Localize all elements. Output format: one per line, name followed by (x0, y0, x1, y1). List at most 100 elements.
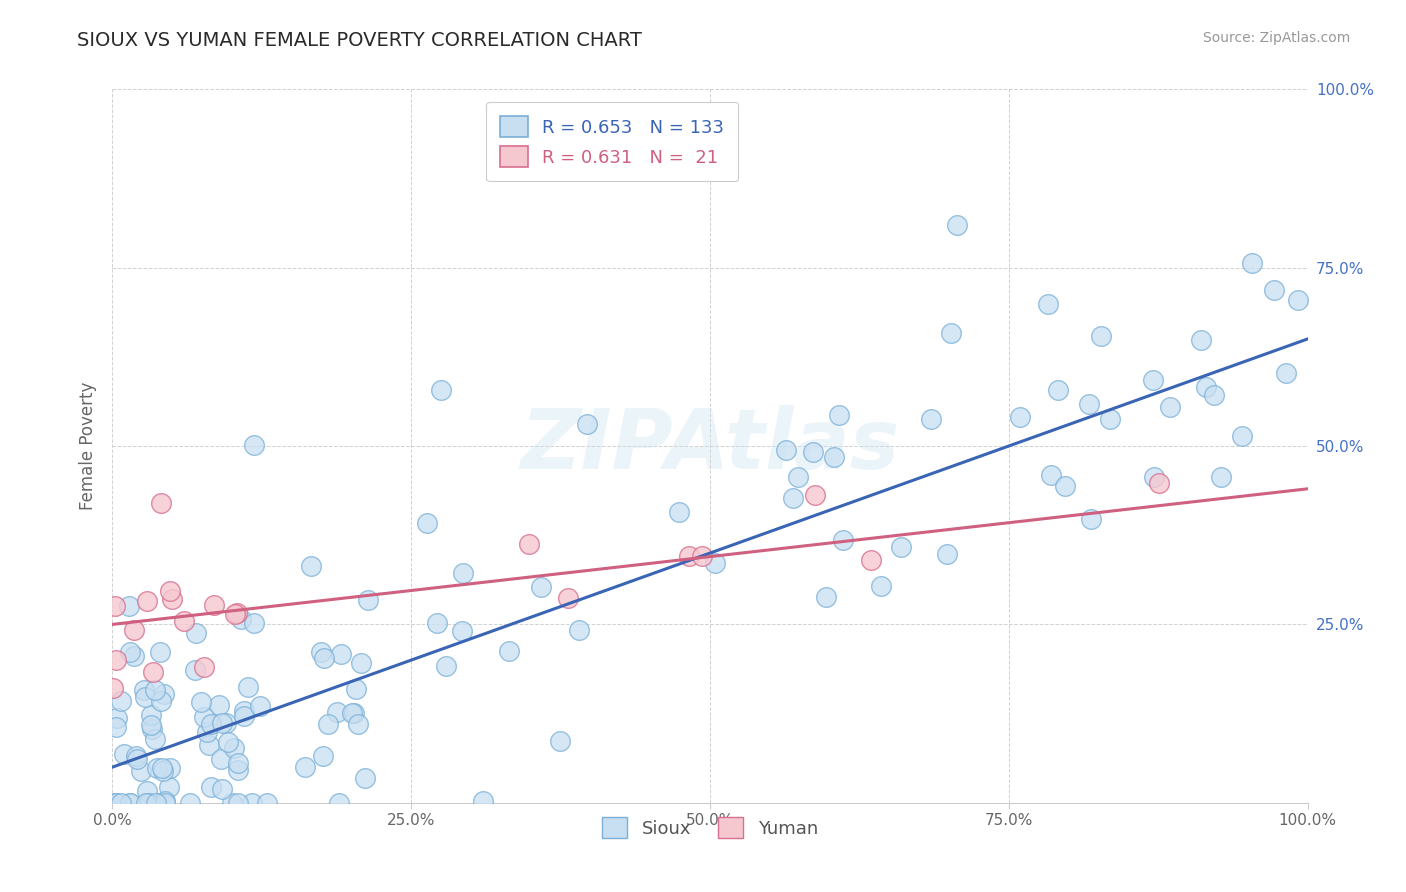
Point (232, 704, 254, 718)
Point (141, 723, 163, 737)
Point (214, 716, 236, 731)
Point (209, 752, 232, 766)
Point (859, 553, 882, 567)
Point (498, 644, 520, 658)
Point (141, 718, 163, 732)
Point (135, 783, 157, 797)
Point (221, 796, 243, 810)
Point (145, 732, 167, 747)
Point (350, 657, 373, 671)
Point (294, 760, 316, 774)
Point (139, 796, 162, 810)
Point (208, 698, 231, 712)
Point (1275, 366, 1298, 380)
Point (122, 648, 145, 663)
Point (1046, 384, 1069, 398)
Point (678, 549, 700, 563)
Point (828, 408, 851, 422)
Point (249, 699, 271, 714)
Point (434, 659, 457, 673)
Point (1263, 284, 1285, 298)
Point (1080, 512, 1102, 526)
Point (236, 680, 259, 694)
Point (104, 796, 127, 810)
Point (1054, 479, 1077, 493)
Point (104, 599, 127, 613)
Point (217, 735, 239, 749)
Point (357, 593, 380, 607)
Point (1143, 470, 1166, 484)
Point (704, 556, 727, 570)
Point (775, 442, 797, 457)
Point (548, 734, 571, 748)
Point (193, 709, 215, 723)
Point (346, 716, 368, 731)
Point (529, 581, 551, 595)
Point (105, 711, 128, 725)
Point (782, 491, 804, 505)
Point (135, 796, 157, 810)
Point (451, 624, 474, 638)
Point (1147, 475, 1170, 490)
Point (243, 615, 266, 630)
Point (786, 469, 808, 483)
Point (1039, 468, 1062, 483)
Point (148, 796, 170, 810)
Point (312, 650, 335, 665)
Point (1090, 329, 1112, 343)
Point (343, 706, 366, 721)
Point (920, 411, 942, 425)
Point (316, 717, 339, 731)
Point (328, 796, 350, 810)
Text: ZIPAtlas: ZIPAtlas (520, 406, 900, 486)
Point (832, 533, 855, 547)
Point (801, 445, 824, 459)
Legend: Sioux, Yuman: Sioux, Yuman (593, 808, 827, 847)
Point (127, 752, 149, 766)
Point (416, 516, 439, 530)
Point (150, 761, 173, 775)
Point (890, 541, 912, 555)
Point (1142, 374, 1164, 388)
Point (1286, 293, 1309, 308)
Point (519, 537, 541, 551)
Point (1159, 401, 1181, 415)
Point (179, 796, 201, 810)
Point (228, 756, 250, 770)
Point (211, 782, 233, 797)
Point (823, 450, 845, 464)
Point (104, 721, 127, 735)
Point (243, 437, 266, 451)
Point (153, 794, 176, 808)
Point (1098, 412, 1121, 426)
Point (105, 796, 128, 810)
Point (153, 687, 176, 701)
Point (149, 645, 172, 659)
Point (104, 653, 127, 667)
Point (344, 681, 367, 696)
Point (198, 739, 221, 753)
Point (125, 748, 148, 763)
Point (200, 717, 222, 731)
Point (160, 591, 183, 606)
Point (939, 326, 962, 340)
Point (141, 707, 163, 722)
Point (312, 748, 335, 763)
Point (200, 780, 222, 794)
Point (134, 682, 156, 697)
Point (690, 549, 713, 563)
Point (146, 761, 169, 775)
Point (222, 740, 245, 755)
Point (145, 683, 167, 698)
Point (426, 615, 449, 630)
Point (193, 660, 215, 674)
Point (195, 724, 218, 739)
Point (118, 599, 141, 614)
Point (340, 706, 363, 720)
Point (142, 665, 165, 679)
Point (120, 796, 142, 810)
Point (112, 747, 135, 761)
Point (224, 607, 246, 622)
Point (110, 693, 132, 707)
Point (186, 626, 208, 640)
